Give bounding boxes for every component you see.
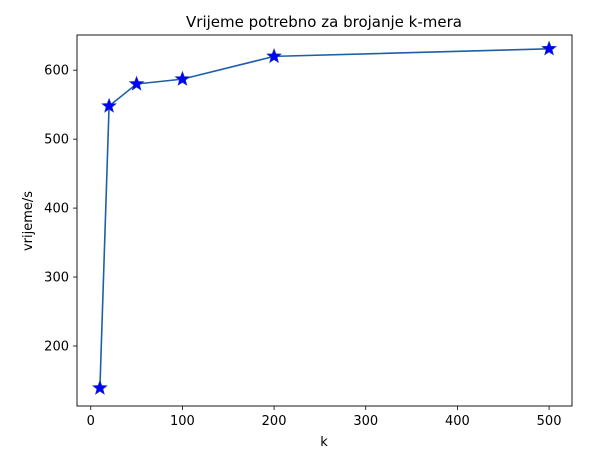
y-tick-label-1: 300 (44, 271, 69, 286)
y-tick-label-4: 600 (44, 64, 69, 79)
x-tick-label-5: 500 (537, 414, 562, 429)
y-axis-label: vrijeme/s (21, 191, 36, 251)
plot-frame (76, 34, 573, 407)
x-tick-label-0: 0 (87, 414, 95, 429)
x-tick-label-1: 100 (170, 414, 195, 429)
data-point-star (101, 97, 118, 113)
series-0-line (99, 47, 550, 389)
y-tick-label-0: 200 (44, 340, 69, 355)
y-tick-label-2: 400 (44, 202, 69, 217)
data-point-star (128, 75, 145, 91)
data-point-star (174, 70, 191, 86)
data-point-star (266, 48, 283, 64)
x-tick-label-4: 400 (445, 414, 470, 429)
plot-area: 0 100 200 300 400 500 200 300 400 500 600 (44, 34, 573, 429)
data-point-star (541, 40, 558, 56)
x-tick-label-3: 300 (353, 414, 378, 429)
chart-title: Vrijeme potrebno za brojanje k-mera (186, 13, 462, 31)
x-tick-label-2: 200 (262, 414, 287, 429)
y-tick-label-3: 500 (44, 133, 69, 148)
data-point-star (91, 379, 108, 395)
x-axis-label: k (320, 435, 328, 450)
